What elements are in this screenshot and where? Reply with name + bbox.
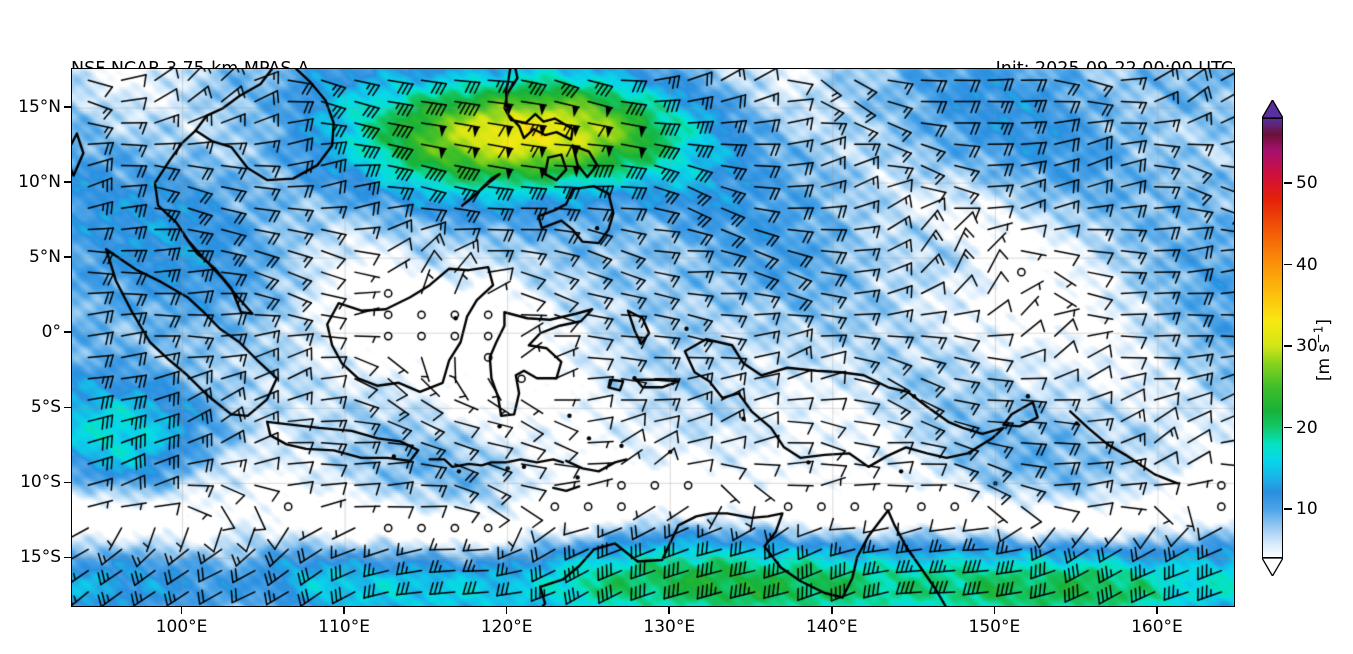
colorbar-unit-label: [m s−1]: [1311, 318, 1334, 382]
colorbar-tick-mark: [1284, 345, 1292, 347]
colorbar-frame: [1262, 118, 1283, 558]
lon-tick-label: 100°E: [155, 617, 208, 637]
colorbar-tick-label: 50: [1296, 173, 1318, 194]
colorbar-tick-mark: [1284, 508, 1292, 510]
lon-tick-mark: [668, 607, 671, 614]
lon-tick-label: 110°E: [318, 617, 370, 637]
colorbar-over-arrow: [1262, 100, 1283, 118]
wind-field-canvas: [72, 69, 1234, 606]
lon-tick-label: 160°E: [1131, 617, 1183, 637]
colorbar-tick-label: 10: [1296, 499, 1318, 520]
lon-tick-mark: [1156, 607, 1158, 614]
colorbar: 10 20 30 40 50 [m s−1]: [1258, 100, 1353, 600]
lon-tick-label: 120°E: [480, 617, 533, 637]
lon-tick-label: 140°E: [805, 617, 858, 637]
colorbar-tick-label: 20: [1296, 417, 1318, 438]
lat-tick-label: 5°N: [28, 247, 61, 268]
lon-tick-label: 150°E: [968, 617, 1021, 637]
lon-tick-mark: [993, 607, 996, 614]
lat-tick-label: 5°S: [30, 397, 61, 418]
lat-tick-label: 15°N: [18, 97, 61, 118]
lat-tick-label: 15°S: [20, 547, 61, 568]
lat-tick-mark: [64, 556, 71, 559]
colorbar-tick-mark: [1284, 263, 1292, 266]
lat-tick-mark: [64, 481, 71, 484]
colorbar-tick-mark: [1284, 426, 1292, 429]
lat-tick-label: 10°N: [18, 172, 61, 193]
map-plot-area: [71, 68, 1235, 607]
colorbar-gradient: [1262, 118, 1283, 558]
lat-tick-mark: [64, 106, 71, 108]
colorbar-tick-mark: [1284, 182, 1292, 184]
lat-tick-mark: [64, 256, 71, 258]
colorbar-tick-label: 40: [1296, 254, 1318, 275]
lon-tick-mark: [505, 607, 508, 614]
lat-tick-mark: [64, 406, 71, 409]
lon-tick-label: 130°E: [643, 617, 696, 637]
lon-tick-mark: [831, 607, 833, 614]
colorbar-under-arrow: [1262, 558, 1283, 576]
lat-tick-mark: [64, 331, 71, 334]
lat-tick-mark: [64, 181, 71, 183]
lon-tick-mark: [180, 607, 183, 614]
lon-tick-mark: [343, 607, 345, 614]
lat-tick-label: 0°: [41, 322, 61, 343]
colorbar-tick-label: 30: [1296, 336, 1318, 357]
lat-tick-label: 10°S: [20, 472, 61, 493]
